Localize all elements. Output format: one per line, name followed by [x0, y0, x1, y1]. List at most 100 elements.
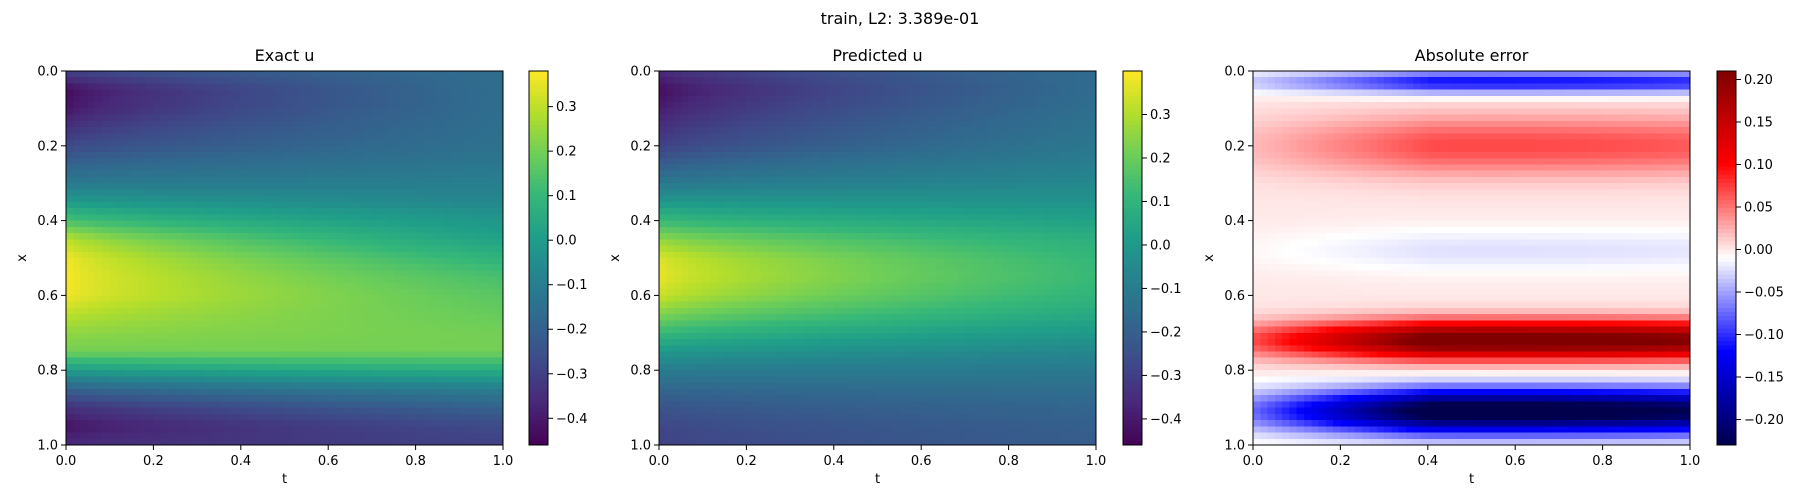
heatmap-cell [481, 89, 490, 97]
heatmap-cell [753, 413, 762, 421]
heatmap-cell [386, 357, 395, 365]
heatmap-cell [437, 189, 446, 197]
heatmap-cell [760, 201, 769, 209]
heatmap-cell [80, 370, 89, 378]
heatmap-cell [702, 382, 711, 390]
heatmap-cell [284, 438, 293, 446]
heatmap-cell [80, 363, 89, 371]
heatmap-cell [495, 189, 504, 197]
heatmap-cell [204, 170, 213, 178]
heatmap-cell [709, 83, 718, 91]
heatmap-cell [386, 183, 395, 191]
heatmap-cell [709, 239, 718, 247]
heatmap-cell [73, 108, 82, 116]
heatmap-cell [364, 239, 373, 247]
heatmap-cell [775, 326, 784, 334]
heatmap-cell [739, 270, 747, 278]
heatmap-cell [248, 95, 256, 103]
heatmap-cell [66, 332, 74, 340]
heatmap-cell [160, 195, 169, 203]
heatmap-cell [753, 71, 762, 78]
heatmap-cell [233, 295, 242, 303]
colorbar-segment [529, 154, 548, 159]
heatmap-cell [797, 152, 806, 159]
heatmap-cell [211, 176, 220, 184]
heatmap-cell [695, 395, 704, 402]
heatmap-cell [138, 388, 147, 396]
heatmap-cell [444, 183, 453, 191]
heatmap-cell [379, 438, 388, 446]
heatmap-cell [790, 345, 798, 353]
heatmap-cell [124, 264, 133, 272]
heatmap-cell [804, 401, 813, 409]
heatmap-cell [66, 432, 74, 440]
heatmap-cell [415, 189, 424, 197]
heatmap-cell [386, 370, 395, 378]
heatmap-cell [702, 183, 711, 191]
heatmap-cell [211, 407, 220, 415]
heatmap-cell [753, 376, 762, 384]
heatmap-cell [146, 158, 154, 166]
heatmap-cell [335, 201, 344, 209]
heatmap-cell [197, 201, 205, 209]
heatmap-cell [430, 108, 439, 116]
heatmap-cell [269, 295, 278, 303]
heatmap-cell [659, 164, 667, 172]
heatmap-cell [109, 295, 118, 303]
heatmap-cell [262, 388, 271, 396]
heatmap-cell [459, 152, 468, 159]
heatmap-cell [313, 158, 322, 166]
heatmap-cell [444, 127, 453, 134]
x-tick-label: 0.8 [405, 454, 426, 469]
heatmap-cell [466, 226, 475, 234]
heatmap-cell [248, 301, 256, 309]
heatmap-cell [408, 239, 417, 247]
heatmap-cell [313, 152, 322, 159]
heatmap-cell [160, 152, 169, 159]
heatmap-cell [73, 326, 82, 334]
heatmap-cell [488, 83, 497, 91]
heatmap-cell [488, 339, 497, 346]
heatmap-cell [659, 282, 667, 290]
heatmap-cell [495, 95, 504, 103]
heatmap-cell [175, 407, 184, 415]
heatmap-cell [452, 326, 460, 334]
heatmap-cell [153, 233, 162, 240]
heatmap-cell [255, 438, 264, 446]
heatmap-cell [481, 270, 490, 278]
heatmap-cell [299, 301, 307, 309]
heatmap-cell [240, 332, 249, 340]
heatmap-cell [116, 95, 125, 103]
heatmap-cell [466, 370, 475, 378]
heatmap-cell [488, 152, 497, 159]
panel-2: 0.0 0.2 0.4 0.6 0.8 1.00.00.20.40.60.81.0Pred… [608, 46, 1182, 487]
heatmap-cell [371, 201, 380, 209]
heatmap-cell [313, 270, 322, 278]
heatmap-cell [109, 77, 118, 85]
heatmap-cell [753, 239, 762, 247]
heatmap-cell [109, 376, 118, 384]
heatmap-cell [116, 158, 125, 166]
heatmap-cell [466, 170, 475, 178]
heatmap-cell [775, 295, 784, 303]
heatmap-cell [408, 214, 417, 222]
heatmap-cell [739, 89, 747, 97]
heatmap-cell [175, 114, 184, 122]
heatmap-cell [408, 233, 417, 240]
heatmap-cell [466, 376, 475, 384]
heatmap-cell [131, 158, 140, 166]
heatmap-cell [109, 189, 118, 197]
heatmap-cell [240, 388, 249, 396]
heatmap-cell [277, 363, 286, 371]
heatmap-cell [277, 382, 286, 390]
heatmap-cell [197, 77, 205, 85]
heatmap-cell [790, 208, 798, 215]
heatmap-cell [768, 145, 777, 153]
heatmap-cell [731, 114, 740, 122]
heatmap-cell [437, 208, 446, 215]
heatmap-cell [717, 164, 726, 172]
heatmap-cell [204, 332, 213, 340]
heatmap-cell [131, 382, 140, 390]
heatmap-cell [248, 339, 256, 346]
heatmap-cell [167, 314, 176, 321]
